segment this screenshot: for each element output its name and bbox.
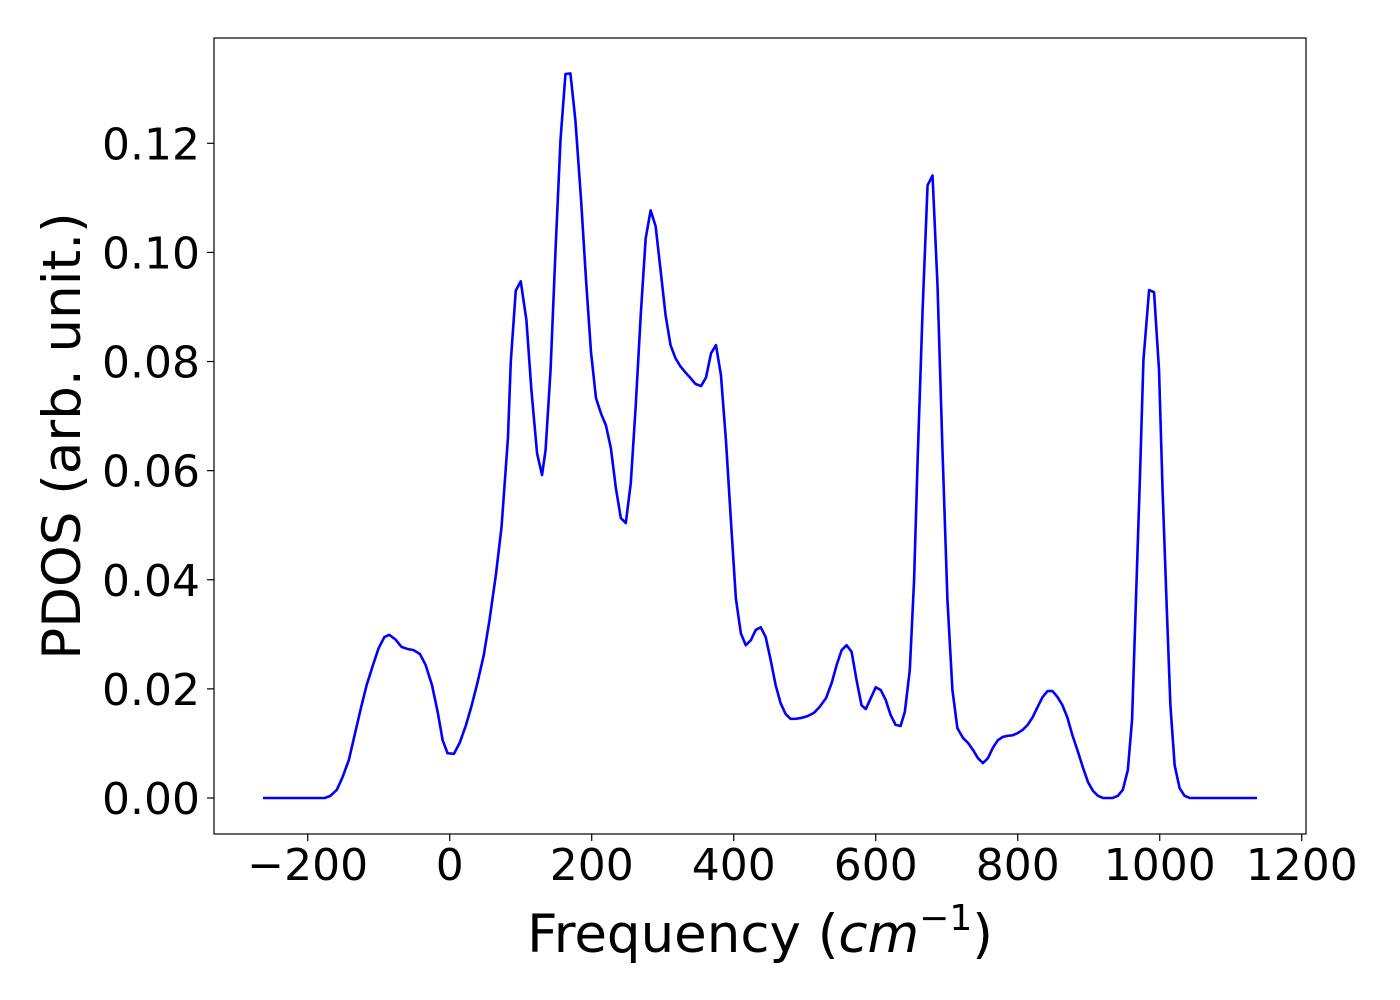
y-tick-label: 0.00 — [102, 774, 200, 825]
x-axis-label: Frequency (cm−1) — [527, 898, 993, 965]
x-tick-label: 1200 — [1246, 840, 1358, 891]
y-axis-label: PDOS (arb. unit.) — [32, 212, 93, 659]
y-tick-label: 0.06 — [102, 447, 200, 498]
plot-frame — [213, 37, 1307, 835]
y-tick-label: 0.10 — [102, 228, 200, 279]
pdos-line — [262, 72, 1258, 800]
y-tick-label: 0.04 — [102, 556, 200, 607]
x-tick-label: 800 — [976, 840, 1060, 891]
y-tick-label: 0.02 — [102, 665, 200, 716]
x-tick-label: 0 — [436, 840, 464, 891]
y-tick-label: 0.12 — [102, 119, 200, 170]
y-tick-label: 0.08 — [102, 338, 200, 389]
x-label-math: cm — [838, 904, 919, 965]
x-tick-label: 200 — [550, 840, 634, 891]
x-tick-label: 600 — [834, 840, 918, 891]
x-tick-label: 400 — [692, 840, 776, 891]
x-label-sup: −1 — [919, 898, 972, 939]
x-tick-label: 1000 — [1104, 840, 1216, 891]
x-tick-label: −200 — [247, 840, 368, 891]
x-label-close: ) — [972, 904, 993, 965]
x-label-text: Frequency ( — [527, 904, 838, 965]
